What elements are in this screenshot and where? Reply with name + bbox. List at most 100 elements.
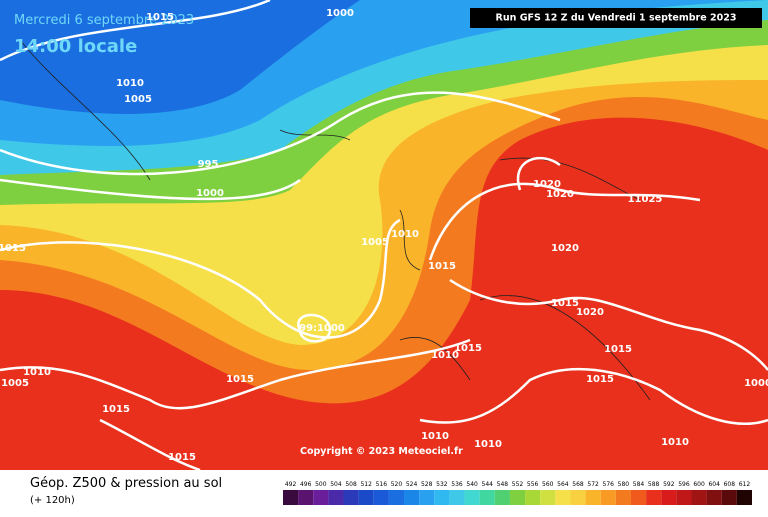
isobar-label: 1015 [168,452,196,463]
isobar-label: 1005 [361,237,389,248]
isobar-label: 1015 [428,261,456,272]
footer-title: Géop. Z500 & pression au sol [30,476,222,491]
legend-label: 600 [693,481,705,488]
legend-label: 536 [451,481,463,488]
legend-label: 516 [376,481,388,488]
legend-swatch [585,490,601,505]
map-date: Mercredi 6 septembre 2023 [14,13,194,28]
isobar-label: 99:1000 [299,323,345,334]
legend-label: 588 [648,481,660,488]
legend-label: 604 [708,481,720,488]
isobar-label: 1005 [1,378,29,389]
legend-swatch [570,490,586,505]
isobar-label: 1010 [421,431,449,442]
isobar-label: 1000 [196,188,224,199]
legend-swatch [494,490,510,505]
isobar-label: 995 [198,159,219,170]
isobar-label: 1015 [454,343,482,354]
legend-swatch [419,490,435,505]
legend-label: 504 [330,481,342,488]
legend-swatch [464,490,480,505]
legend-label: 580 [618,481,630,488]
legend-swatch [509,490,526,505]
legend-swatch [298,490,314,505]
isobar-label: 1010 [116,78,144,89]
legend-label: 508 [345,481,357,488]
run-box [470,8,762,28]
isobar-label: 1015 [551,298,579,309]
isobar-label: 11025 [628,194,663,205]
legend-label: 584 [633,481,645,488]
isobar-label: 1015 [146,12,174,23]
forecast-lead: (+ 120h) [30,495,75,506]
legend-label: 576 [603,481,615,488]
legend-label: 608 [724,481,736,488]
legend-swatch [615,490,631,505]
legend-swatch [479,490,495,505]
legend-swatch [358,490,374,505]
legend-swatch [676,490,692,505]
isobar-label: 1000 [326,8,354,19]
legend-swatch [706,490,722,505]
legend-swatch [449,490,465,505]
legend-swatch [691,490,707,505]
isobar-label: 1000 [744,378,768,389]
legend-swatch [404,490,420,505]
legend-swatch [283,490,299,505]
legend-label: 496 [300,481,312,488]
legend-swatch [328,490,344,505]
isobar-label: 1010 [474,439,502,450]
legend-swatch [600,490,616,505]
legend-swatch [540,490,556,505]
legend-label: 556 [527,481,539,488]
legend-swatch [736,490,752,505]
legend-label: 568 [572,481,584,488]
isobar-label: 1010 [391,229,419,240]
legend-swatch [646,490,662,505]
isobar-label: 1005 [124,94,152,105]
legend-swatch [721,490,737,505]
legend-label: 592 [663,481,675,488]
legend-label: 524 [406,481,418,488]
legend-label: 512 [360,481,372,488]
field-band [0,0,360,114]
legend-swatch [313,490,329,505]
map-time: 14:00 locale [14,36,137,57]
isobar-label: 1015 [586,374,614,385]
legend-swatch [555,490,571,505]
legend-swatch [630,490,647,505]
legend-label: 596 [678,481,690,488]
run-info: Run GFS 12 Z du Vendredi 1 septembre 202… [496,13,737,24]
legend-label: 528 [421,481,433,488]
legend-swatch [373,490,389,505]
legend-label: 544 [482,481,494,488]
legend-label: 552 [512,481,524,488]
isobar-label: 1010 [661,437,689,448]
legend-swatch [661,490,677,505]
legend-label: 500 [315,481,327,488]
legend-label: 548 [497,481,509,488]
legend-label: 540 [466,481,478,488]
legend-label: 612 [739,481,751,488]
isobar-label: 1010 [431,350,459,361]
isobar-label: 1010 [23,367,51,378]
isobar-label: 1015 [102,404,130,415]
legend-label: 520 [391,481,403,488]
legend-label: 532 [436,481,448,488]
isobar-label: 1015 [226,374,254,385]
isobar-label: 1015 [0,243,26,254]
isobar-label: 1020 [533,179,561,190]
legend-label: 564 [557,481,569,488]
copyright: Copyright © 2023 Meteociel.fr [300,446,463,457]
isobar-label: 1015 [604,344,632,355]
legend-label: 572 [587,481,599,488]
isobar-label: 1020 [576,307,604,318]
legend-swatch [388,490,405,505]
isobars [0,0,768,425]
isobar-label: 1020 [546,189,574,200]
legend-swatch [343,490,359,505]
legend-label: 492 [285,481,297,488]
legend-swatch [434,490,450,505]
legend-swatch [525,490,541,505]
